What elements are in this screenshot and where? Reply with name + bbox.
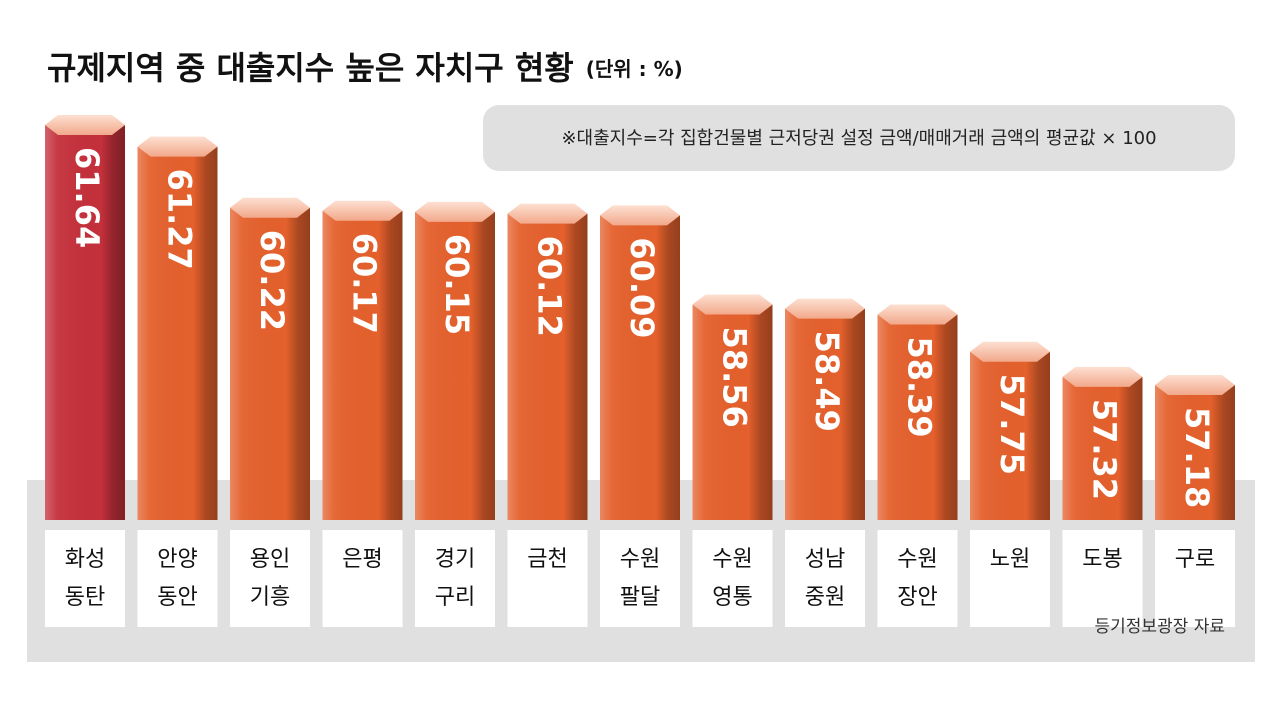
category-box bbox=[322, 530, 403, 627]
bar-shade bbox=[970, 351, 1050, 520]
value-label: 58.56 bbox=[716, 327, 754, 428]
bar-top bbox=[877, 304, 958, 325]
x-tick-label: 금천 bbox=[527, 547, 567, 572]
bar-top bbox=[137, 136, 218, 157]
x-tick-label: 영통 bbox=[712, 585, 752, 610]
bar-top bbox=[507, 203, 588, 224]
category-box bbox=[785, 530, 865, 627]
value-label: 57.18 bbox=[1178, 407, 1216, 508]
category-box bbox=[230, 530, 310, 627]
value-label: 60.17 bbox=[346, 233, 384, 334]
bar-top bbox=[415, 201, 495, 222]
bar-shade bbox=[600, 215, 680, 520]
category-box bbox=[970, 530, 1050, 627]
bar-shade bbox=[45, 125, 125, 520]
bar-top bbox=[970, 341, 1050, 362]
source: 등기정보광장 자료 bbox=[1094, 617, 1225, 637]
value-label: 61.64 bbox=[68, 147, 106, 248]
category-box bbox=[600, 530, 680, 627]
x-tick-label: 동탄 bbox=[65, 585, 105, 610]
value-label: 60.15 bbox=[438, 234, 476, 335]
x-tick-label: 장안 bbox=[897, 585, 937, 610]
x-tick-label: 동안 bbox=[157, 585, 197, 610]
x-tick-label: 중원 bbox=[805, 585, 845, 610]
value-label: 60.12 bbox=[531, 236, 569, 337]
value-label: 61.27 bbox=[161, 169, 199, 270]
value-label: 58.39 bbox=[901, 336, 939, 437]
category-box bbox=[507, 530, 588, 627]
bar-top bbox=[230, 197, 310, 218]
category-box bbox=[1155, 530, 1235, 627]
value-label: 57.32 bbox=[1086, 399, 1124, 500]
x-tick-label: 성남 bbox=[805, 547, 845, 572]
x-tick-label: 안양 bbox=[157, 547, 197, 572]
category-box bbox=[45, 530, 125, 627]
x-tick-label: 은평 bbox=[342, 547, 382, 572]
note-box bbox=[483, 105, 1235, 171]
bar-shade bbox=[507, 213, 588, 520]
bar-shade bbox=[1062, 376, 1143, 520]
bar-shade bbox=[1155, 385, 1235, 520]
category-box bbox=[877, 530, 958, 627]
bar-shade bbox=[322, 210, 403, 520]
x-tick-label: 용인 bbox=[250, 547, 290, 572]
chart-title: 규제지역 중 대출지수 높은 자치구 현황 (단위 : %) bbox=[47, 49, 683, 87]
bar-top bbox=[1155, 375, 1235, 395]
category-box bbox=[137, 530, 218, 627]
x-tick-label: 구리 bbox=[435, 585, 475, 610]
note: ※대출지수=각 집합건물별 근저당권 설정 금액/매매거래 금액의 평균값 × … bbox=[561, 128, 1156, 149]
x-tick-label: 팔달 bbox=[620, 585, 660, 610]
bar-top bbox=[692, 294, 773, 315]
x-tick-label: 기흥 bbox=[250, 585, 290, 610]
title: 규제지역 중 대출지수 높은 자치구 현황 bbox=[47, 49, 574, 87]
x-tick-label: 경기 bbox=[435, 547, 475, 572]
bar-top bbox=[785, 298, 865, 319]
bar-shade bbox=[230, 207, 310, 520]
bar-shade bbox=[692, 304, 773, 520]
x-tick-label: 도봉 bbox=[1082, 547, 1122, 572]
bar-top bbox=[600, 205, 680, 226]
value-label: 60.22 bbox=[253, 230, 291, 331]
category-box bbox=[692, 530, 773, 627]
category-box bbox=[415, 530, 495, 627]
value-label: 58.49 bbox=[808, 331, 846, 432]
bar-top bbox=[1062, 366, 1143, 387]
x-tick-label: 수원 bbox=[897, 547, 937, 572]
bar-shade bbox=[785, 308, 865, 520]
category-box bbox=[1062, 530, 1143, 627]
subtitle: (단위 : %) bbox=[586, 57, 683, 81]
bar-shade bbox=[415, 211, 495, 520]
bar-shade bbox=[877, 314, 958, 520]
x-tick-label: 수원 bbox=[620, 547, 660, 572]
bar-top bbox=[45, 115, 125, 135]
x-tick-label: 수원 bbox=[712, 547, 752, 572]
bar-shade bbox=[137, 146, 218, 520]
value-label: 60.09 bbox=[623, 237, 661, 338]
value-label: 57.75 bbox=[993, 374, 1031, 475]
x-tick-label: 노원 bbox=[990, 547, 1030, 572]
x-tick-label: 구로 bbox=[1175, 547, 1215, 572]
bar-top bbox=[322, 200, 403, 221]
x-tick-label: 화성 bbox=[65, 547, 105, 572]
